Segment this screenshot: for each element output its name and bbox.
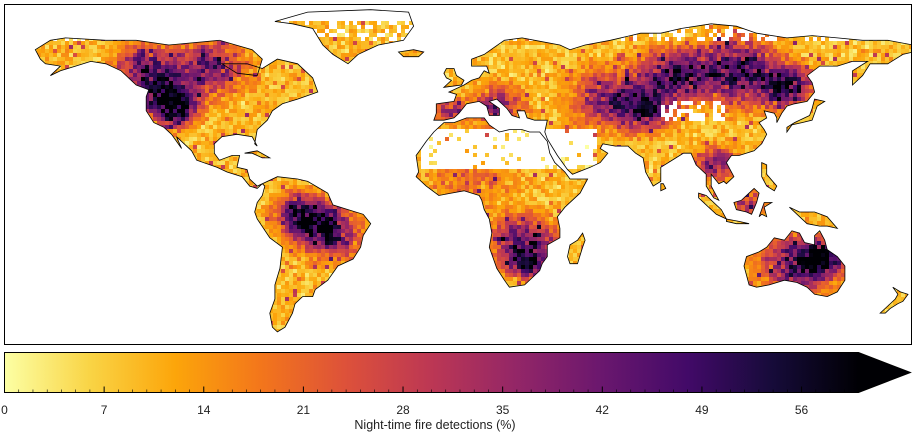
colorbar-tick-label: 49 xyxy=(695,403,709,417)
colorbar-tick-label: 56 xyxy=(794,403,809,417)
coastline-sulawesi xyxy=(758,202,774,218)
coastlines xyxy=(34,9,911,333)
coastline-greenland xyxy=(274,9,415,65)
coastline-africa xyxy=(415,117,589,288)
coastline-borneo xyxy=(733,187,760,215)
coastline-java xyxy=(726,218,750,225)
coastline-north-america xyxy=(34,37,319,189)
coastline-uk xyxy=(442,68,465,88)
colorbar-tick-label: 7 xyxy=(100,403,108,417)
world-map xyxy=(4,4,912,345)
colorbar xyxy=(4,352,916,398)
colorbar-extend-arrow xyxy=(858,352,911,393)
coastline-iceland xyxy=(397,49,425,58)
coastline-eurasia xyxy=(433,23,911,202)
colorbar-tick-label: 28 xyxy=(396,403,410,417)
colorbar-label: Night-time fire detections (%) xyxy=(354,418,516,432)
coastline-australia xyxy=(743,230,846,298)
fire-pixels xyxy=(35,9,911,332)
coastline-cuba xyxy=(244,150,272,159)
colorbar-tick-label: 35 xyxy=(495,403,510,417)
coastline-sumatra xyxy=(698,192,728,220)
colorbar-gradient xyxy=(4,352,912,393)
coastline-new-guinea xyxy=(789,206,839,230)
colorbar-tick-label: 21 xyxy=(296,403,311,417)
coastline-sri-lanka xyxy=(660,183,667,192)
coastline-madagascar xyxy=(567,232,586,265)
coastline-japan xyxy=(786,98,826,134)
colorbar-tick-label: 42 xyxy=(595,403,609,417)
coastline-south-america xyxy=(254,176,372,333)
fire-map-canvas xyxy=(34,9,911,333)
coastline-new-zealand xyxy=(879,286,909,314)
colorbar-tick-label: 14 xyxy=(197,403,211,417)
colorbar-bar xyxy=(4,352,859,393)
colorbar-tick-label: 0 xyxy=(1,403,8,417)
coastline-philippines xyxy=(761,161,778,192)
